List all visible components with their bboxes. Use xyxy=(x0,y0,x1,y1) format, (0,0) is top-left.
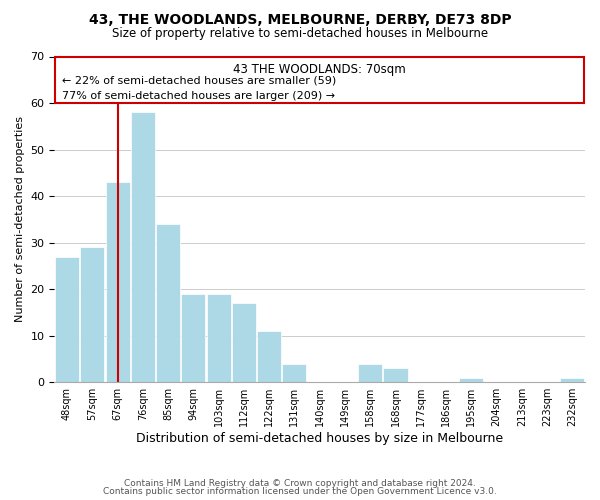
Bar xyxy=(206,294,230,382)
Bar xyxy=(459,378,484,382)
Bar xyxy=(283,364,307,382)
Bar xyxy=(257,331,281,382)
Text: 77% of semi-detached houses are larger (209) →: 77% of semi-detached houses are larger (… xyxy=(62,92,335,102)
Bar xyxy=(232,303,256,382)
Text: Contains public sector information licensed under the Open Government Licence v3: Contains public sector information licen… xyxy=(103,487,497,496)
Bar xyxy=(383,368,407,382)
Text: 43 THE WOODLANDS: 70sqm: 43 THE WOODLANDS: 70sqm xyxy=(233,64,406,76)
Text: Size of property relative to semi-detached houses in Melbourne: Size of property relative to semi-detach… xyxy=(112,28,488,40)
Y-axis label: Number of semi-detached properties: Number of semi-detached properties xyxy=(15,116,25,322)
Bar xyxy=(156,224,180,382)
Text: 43, THE WOODLANDS, MELBOURNE, DERBY, DE73 8DP: 43, THE WOODLANDS, MELBOURNE, DERBY, DE7… xyxy=(89,12,511,26)
Text: ← 22% of semi-detached houses are smaller (59): ← 22% of semi-detached houses are smalle… xyxy=(62,75,337,85)
Bar xyxy=(181,294,205,382)
Bar xyxy=(560,378,584,382)
Bar xyxy=(106,182,130,382)
FancyBboxPatch shape xyxy=(55,56,584,103)
X-axis label: Distribution of semi-detached houses by size in Melbourne: Distribution of semi-detached houses by … xyxy=(136,432,503,445)
Bar xyxy=(131,112,155,382)
Bar xyxy=(358,364,382,382)
Text: Contains HM Land Registry data © Crown copyright and database right 2024.: Contains HM Land Registry data © Crown c… xyxy=(124,478,476,488)
Bar xyxy=(80,248,104,382)
Bar xyxy=(55,256,79,382)
